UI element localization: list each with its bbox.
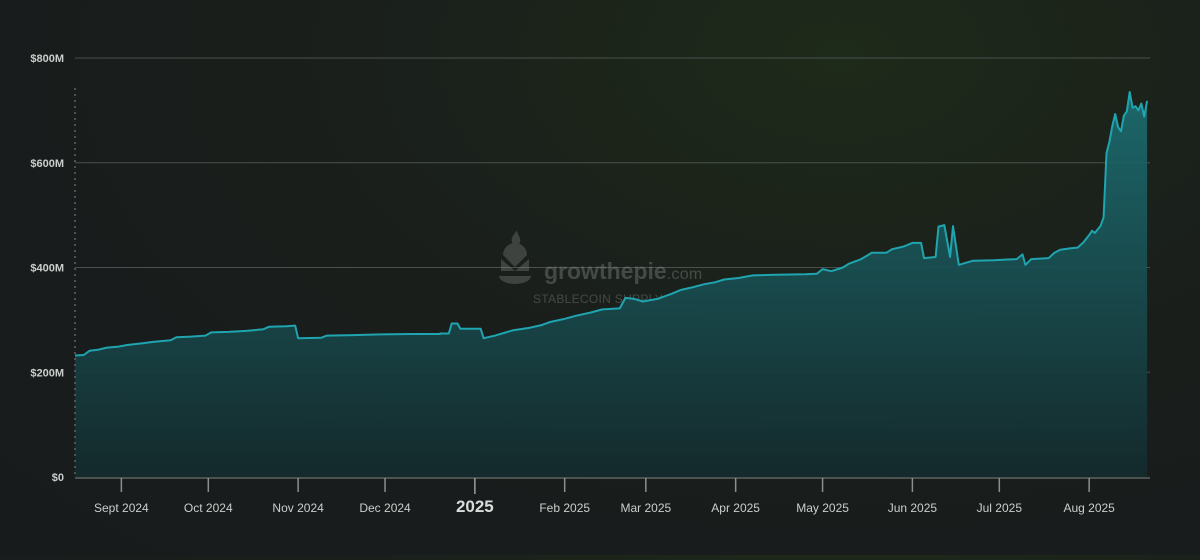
x-tick-label: Jul 2025 (977, 501, 1023, 515)
pie-logo-icon (499, 230, 531, 284)
x-tick-label: Apr 2025 (711, 501, 760, 515)
growthepie-watermark: growthepie.com STABLECOIN SUPPLY (499, 230, 703, 306)
y-tick-label: $0 (52, 472, 64, 484)
y-tick-label: $800M (30, 53, 64, 65)
x-tick-label: Mar 2025 (620, 501, 671, 515)
x-tick-label: May 2025 (796, 501, 849, 515)
x-tick-label: Feb 2025 (539, 501, 590, 515)
x-tick-label: Aug 2025 (1063, 501, 1115, 515)
watermark-brand: growthepie (544, 258, 667, 284)
x-tick-label: Nov 2024 (272, 501, 324, 515)
supply-line (74, 91, 1149, 357)
x-tick-label: Dec 2024 (359, 501, 411, 515)
x-tick-label: 2025 (456, 497, 494, 516)
x-tick-label: Sept 2024 (94, 501, 149, 515)
y-tick-label: $200M (30, 367, 64, 379)
y-tick-label: $600M (30, 158, 64, 170)
supply-area (75, 92, 1148, 477)
y-axis-ticks: $0 $200M $400M $600M $800M (30, 53, 64, 484)
x-tick-label: Oct 2024 (184, 501, 233, 515)
watermark-brand-suffix: .com (667, 266, 703, 283)
svg-text:growthepie.com: growthepie.com (544, 258, 703, 284)
x-axis-ticks: Sept 2024 Oct 2024 Nov 2024 Dec 2024 2025 Feb… (94, 478, 1115, 516)
y-tick-label: $400M (30, 263, 64, 275)
x-tick-label: Jun 2025 (888, 501, 938, 515)
